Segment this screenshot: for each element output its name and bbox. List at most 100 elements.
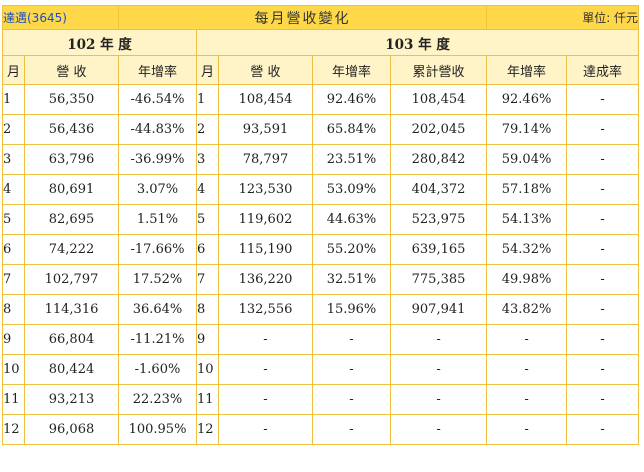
- month-102-cell: 3: [2, 144, 25, 175]
- revenue-102-cell: 66,804: [24, 324, 119, 355]
- month-103-cell: 1: [196, 84, 219, 115]
- month-102-cell: 4: [2, 174, 25, 205]
- month-103-cell: 6: [196, 234, 219, 265]
- cumulative-yoy-cell: -: [486, 354, 568, 385]
- yoy-102-cell: -44.83%: [118, 114, 197, 145]
- cumulative-revenue-cell: 907,941: [389, 294, 488, 325]
- stock-cell: 達邁(3645): [2, 5, 119, 30]
- month-102-cell: 5: [2, 204, 25, 235]
- cumulative-yoy-cell: 43.82%: [486, 294, 568, 325]
- month-103-cell: 4: [196, 174, 219, 205]
- table-row: 7 102,797 17.52% 7 136,220 32.51% 775,385 49.98…: [2, 264, 640, 295]
- col-header-month-102: 月: [2, 55, 25, 85]
- revenue-103-cell: 108,454: [218, 84, 313, 115]
- revenue-102-cell: 102,797: [24, 264, 119, 295]
- page-title: 每月營收變化: [117, 5, 488, 30]
- col-header-yoy-102: 年增率: [118, 55, 197, 85]
- cumulative-yoy-cell: 59.04%: [486, 144, 568, 175]
- column-header-row: 月 營 收 年增率 月 營 收 年增率 累計營收 年增率 達成率: [2, 55, 640, 85]
- col-header-achievement: 達成率: [566, 55, 640, 85]
- revenue-103-cell: 93,591: [218, 114, 313, 145]
- table-row: 12 96,068 100.95% 12- - - - -: [2, 414, 640, 445]
- yoy-103-cell: 53.09%: [312, 174, 391, 205]
- year-103-header: 103 年 度: [195, 29, 640, 56]
- monthly-revenue-table: 達邁(3645) 每月營收變化 單位: 仟元 102 年 度 103 年 度 月…: [2, 5, 640, 445]
- table-row: 9 66,804 -11.21% 9- - - - -: [2, 324, 640, 355]
- table-row: 11 93,213 22.23% 11- - - - -: [2, 384, 640, 415]
- col-header-revenue-102: 營 收: [24, 55, 119, 85]
- month-102-cell: 8: [2, 294, 25, 325]
- revenue-103-cell: 132,556: [218, 294, 313, 325]
- title-bar: 達邁(3645) 每月營收變化 單位: 仟元: [2, 5, 640, 30]
- cumulative-revenue-cell: 404,372: [389, 174, 488, 205]
- month-102-cell: 7: [2, 264, 25, 295]
- year-102-header: 102 年 度: [2, 29, 197, 56]
- table-row: 5 82,695 1.51% 5 119,602 44.63% 523,975 54.13% -: [2, 204, 640, 235]
- yoy-103-cell: 32.51%: [312, 264, 391, 295]
- revenue-102-cell: 82,695: [24, 204, 119, 235]
- yoy-103-cell: 15.96%: [312, 294, 391, 325]
- achievement-rate-cell: -: [566, 414, 640, 445]
- revenue-103-cell: -: [218, 324, 313, 355]
- achievement-rate-cell: -: [566, 174, 640, 205]
- yoy-102-cell: -1.60%: [118, 354, 197, 385]
- achievement-rate-cell: -: [566, 114, 640, 145]
- revenue-103-cell: 115,190: [218, 234, 313, 265]
- month-103-cell: 10: [196, 354, 219, 385]
- cumulative-yoy-cell: 49.98%: [486, 264, 568, 295]
- achievement-rate-cell: -: [566, 354, 640, 385]
- table-row: 8 114,316 36.64% 8 132,556 15.96% 907,941 43.82…: [2, 294, 640, 325]
- yoy-103-cell: -: [312, 354, 391, 385]
- monthly-revenue-panel: 達邁(3645) 每月營收變化 單位: 仟元 102 年 度 103 年 度 月…: [2, 5, 640, 445]
- month-102-cell: 2: [2, 114, 25, 145]
- cumulative-revenue-cell: 108,454: [389, 84, 488, 115]
- yoy-102-cell: 22.23%: [118, 384, 197, 415]
- cumulative-revenue-cell: 523,975: [389, 204, 488, 235]
- year-header-row: 102 年 度 103 年 度: [2, 29, 640, 56]
- month-103-cell: 12: [196, 414, 219, 445]
- cumulative-yoy-cell: 54.32%: [486, 234, 568, 265]
- yoy-102-cell: 3.07%: [118, 174, 197, 205]
- achievement-rate-cell: -: [566, 264, 640, 295]
- achievement-rate-cell: -: [566, 294, 640, 325]
- yoy-103-cell: 55.20%: [312, 234, 391, 265]
- col-header-cumulative-yoy: 年增率: [486, 55, 568, 85]
- table-row: 4 80,691 3.07% 4 123,530 53.09% 404,372 57.18% -: [2, 174, 640, 205]
- cumulative-yoy-cell: 92.46%: [486, 84, 568, 115]
- revenue-102-cell: 56,350: [24, 84, 119, 115]
- yoy-102-cell: -46.54%: [118, 84, 197, 115]
- table-row: 10 80,424 -1.60% 10- - - - -: [2, 354, 640, 385]
- yoy-103-cell: 92.46%: [312, 84, 391, 115]
- revenue-103-cell: 119,602: [218, 204, 313, 235]
- cumulative-revenue-cell: 775,385: [389, 264, 488, 295]
- month-102-cell: 6: [2, 234, 25, 265]
- cumulative-revenue-cell: -: [389, 354, 488, 385]
- achievement-rate-cell: -: [566, 324, 640, 355]
- achievement-rate-cell: -: [566, 204, 640, 235]
- yoy-102-cell: -36.99%: [118, 144, 197, 175]
- stock-link[interactable]: 達邁(3645): [3, 11, 67, 25]
- yoy-103-cell: -: [312, 414, 391, 445]
- cumulative-yoy-cell: -: [486, 324, 568, 355]
- yoy-103-cell: -: [312, 324, 391, 355]
- revenue-102-cell: 96,068: [24, 414, 119, 445]
- col-header-revenue-103: 營 收: [218, 55, 313, 85]
- cumulative-yoy-cell: -: [486, 414, 568, 445]
- unit-label: 單位: 仟元: [486, 5, 640, 30]
- cumulative-revenue-cell: -: [389, 324, 488, 355]
- month-102-cell: 11: [2, 384, 25, 415]
- month-103-cell: 5: [196, 204, 219, 235]
- month-103-cell: 9: [196, 324, 219, 355]
- table-row: 3 63,796 -36.99% 3 78,797 23.51% 280,842 59.04%…: [2, 144, 640, 175]
- table-row: 6 74,222 -17.66% 6 115,190 55.20% 639,165 54.32…: [2, 234, 640, 265]
- revenue-102-cell: 80,424: [24, 354, 119, 385]
- cumulative-revenue-cell: -: [389, 384, 488, 415]
- cumulative-revenue-cell: 639,165: [389, 234, 488, 265]
- cumulative-revenue-cell: -: [389, 414, 488, 445]
- yoy-103-cell: 65.84%: [312, 114, 391, 145]
- revenue-102-cell: 80,691: [24, 174, 119, 205]
- col-header-month-103: 月: [196, 55, 219, 85]
- yoy-102-cell: 1.51%: [118, 204, 197, 235]
- yoy-102-cell: -17.66%: [118, 234, 197, 265]
- revenue-103-cell: -: [218, 354, 313, 385]
